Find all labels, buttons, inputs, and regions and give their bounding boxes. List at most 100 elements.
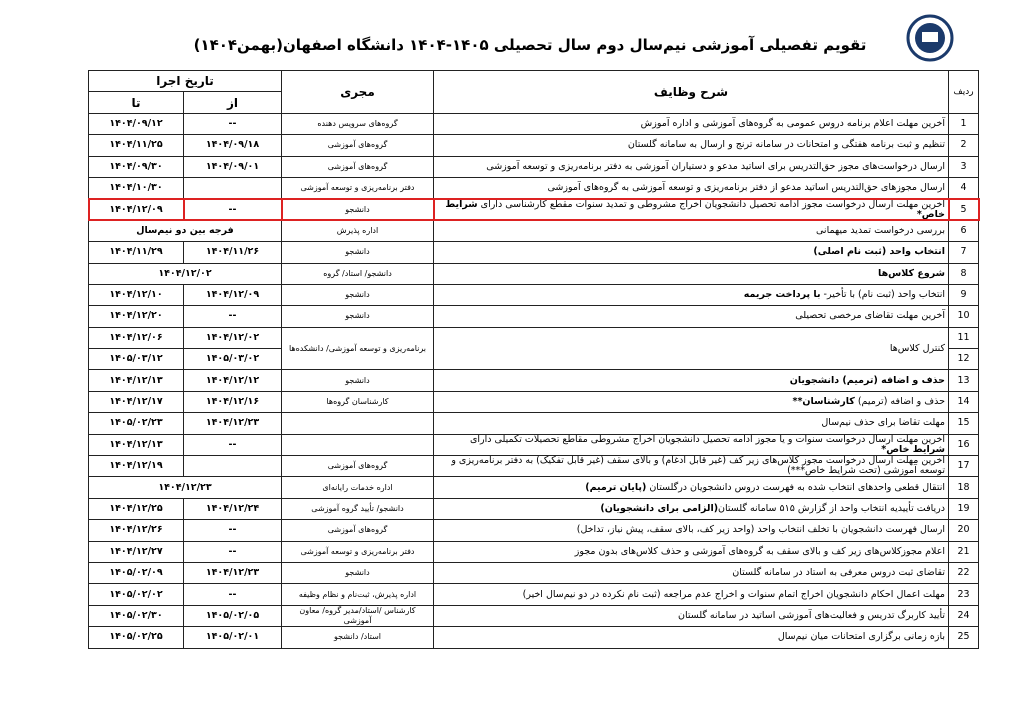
row-number: 16 — [948, 433, 979, 457]
row-number: 3 — [948, 155, 979, 178]
executor: دفتر برنامه‌ریزی و توسعه آموزشی — [281, 540, 434, 563]
description-text: ارسال مجوزهای حق‌التدریس اساتید مدعو از … — [547, 182, 945, 194]
date-from: -- — [183, 112, 282, 136]
date-from: ۱۴۰۴/۱۲/۰۲ — [183, 326, 282, 350]
date-range: ۱۴۰۴/۱۲/۰۲ — [88, 262, 282, 285]
table-row: 11 کنترل کلاس‌ها برنامه‌ریزی و توسعه آموزش… — [88, 326, 979, 371]
table-row: 8 شروع کلاس‌ها دانشجو/ استاد/ گروه ۱۴۰۴/۱۲/… — [88, 262, 979, 285]
description-text: کنترل کلاس‌ها — [889, 342, 945, 354]
row-number: 17 — [948, 455, 979, 478]
description-text: ارسال فهرست دانشجویان با تخلف انتخاب واح… — [576, 524, 945, 536]
date-from: ۱۴۰۴/۰۹/۱۸ — [183, 134, 282, 157]
row-number: 2 — [948, 134, 979, 157]
date-from: ۱۴۰۵/۰۳/۰۲ — [183, 348, 282, 371]
title: تقویم تفصیلی آموزشی نیم‌سال دوم سال تحصی… — [193, 36, 867, 54]
date-to: ۱۴۰۴/۰۹/۳۰ — [88, 155, 184, 178]
description: ارسال درخواست‌های مجوز حق‌التدریس برای ا… — [433, 155, 949, 178]
description-text: بررسی درخواست تمدید میهمانی — [816, 224, 945, 236]
executor: دانشجو — [281, 241, 434, 264]
table-row: 3 ارسال درخواست‌های مجوز حق‌التدریس برای … — [88, 155, 979, 178]
date-to: ۱۴۰۴/۱۲/۲۵ — [88, 497, 184, 521]
description: حذف و اضافه (ترمیم) دانشجویان — [433, 369, 949, 392]
table-row: 9 انتخاب واحد (ثبت نام) با تأخیر- با پردا… — [88, 283, 979, 307]
description-text: حذف و اضافه (ترمیم) — [854, 396, 945, 408]
description: بررسی درخواست تمدید میهمانی — [433, 219, 949, 243]
table-row: 1 آخرین مهلت اعلام برنامه دروس عمومی به گ… — [88, 112, 979, 136]
description-bold: حذف و اضافه (ترمیم) دانشجویان — [789, 374, 945, 386]
row-number: 15 — [948, 412, 979, 435]
executor: برنامه‌ریزی و توسعه آموزشی/ دانشکده‌ها — [281, 326, 434, 371]
description: تأیید کاربرگ تدریس و فعالیت‌های آموزشی ا… — [433, 604, 949, 628]
logo — [906, 14, 954, 62]
description-text: آخرین مهلت ارسال درخواست مجوز کلاس‌های ز… — [451, 455, 945, 477]
description-bold: (الزامی برای دانشجویان) — [600, 503, 719, 514]
date-range: فرجه بین دو نیم‌سال — [88, 219, 282, 243]
description-text: تنظیم و ثبت برنامه هفتگی و امتحانات در س… — [627, 139, 945, 151]
date-to: ۱۴۰۴/۱۲/۱۳ — [88, 369, 184, 392]
row-number: 7 — [948, 241, 979, 264]
row-number: 23 — [948, 583, 979, 606]
description: ارسال مجوزهای حق‌التدریس اساتید مدعو از … — [433, 176, 949, 200]
date-from: ۱۴۰۵/۰۲/۰۵ — [183, 604, 282, 628]
row-number: 6 — [948, 219, 979, 243]
executor: گروه‌های آموزشی — [281, 455, 434, 478]
description: آخرین مهلت تقاضای مرخصی تحصیلی — [433, 305, 949, 328]
row-number: 25 — [948, 626, 979, 649]
date-to: ۱۴۰۴/۱۲/۲۰ — [88, 305, 184, 328]
description-bold: کارشناسان** — [792, 396, 855, 408]
row-number: 8 — [948, 262, 979, 285]
executor: گروه‌های سرویس دهنده — [281, 112, 434, 136]
description-bold: (پایان ترمیم) — [585, 481, 647, 493]
table-row: 10 آخرین مهلت تقاضای مرخصی تحصیلی دانشجو --… — [88, 305, 979, 328]
table-row: 5 آخرین مهلت ارسال درخواست مجوز ادامه تحص… — [87, 197, 980, 222]
date-to: ۱۴۰۵/۰۲/۳۰ — [88, 604, 184, 628]
date-to: ۱۴۰۴/۱۲/۰۹ — [87, 197, 185, 222]
executor: گروه‌های آموزشی — [281, 134, 434, 157]
executor: کارشناس /استاد/مدیر گروه/ معاون آموزشی — [281, 604, 434, 628]
description: آخرین مهلت ارسال درخواست سنوات و یا مجوز… — [433, 433, 949, 457]
date-from: ۱۴۰۵/۰۲/۰۱ — [183, 626, 282, 649]
date-to: ۱۴۰۵/۰۳/۱۲ — [88, 348, 184, 371]
date-from: ۱۴۰۴/۱۲/۱۲ — [183, 369, 282, 392]
description: تنظیم و ثبت برنامه هفتگی و امتحانات در س… — [433, 134, 949, 157]
row-number: 1 — [948, 112, 979, 136]
date-from: ۱۴۰۴/۰۹/۰۱ — [183, 155, 282, 178]
table-body: 1 آخرین مهلت اعلام برنامه دروس عمومی به گ… — [87, 112, 980, 649]
description-text: انتخاب واحد (ثبت نام) با تأخیر- — [820, 289, 945, 301]
date-to: ۱۴۰۴/۱۱/۲۹ — [88, 241, 184, 264]
description: آخرین مهلت ارسال درخواست مجوز کلاس‌های ز… — [433, 455, 949, 478]
table-row: 21 اعلام مجوزکلاس‌های زیر کف و بالای سقف … — [88, 540, 979, 563]
row-number: 12 — [948, 348, 979, 371]
date-to: ۱۴۰۴/۱۲/۱۳ — [88, 433, 184, 457]
table-row: 20 ارسال فهرست دانشجویان با تخلف انتخاب و… — [88, 519, 979, 542]
table-row: 15 مهلت تقاضا برای حذف نیم‌سال ۱۴۰۴/۱۲/۲۳ ۱… — [88, 412, 979, 435]
row-number: 19 — [948, 497, 979, 521]
description-text: دریافت تأییدیه انتخاب واحد از گزارش ۵۱۵ … — [718, 503, 945, 514]
date-to: ۱۴۰۵/۰۲/۰۹ — [88, 561, 184, 585]
description-bold: با پرداخت جریمه — [743, 289, 821, 301]
header-cell: از — [183, 91, 282, 114]
row-number: 21 — [948, 540, 979, 563]
executor: اداره پذیرش — [281, 219, 434, 243]
date-to: ۱۴۰۵/۰۲/۲۵ — [88, 626, 184, 649]
table-row: 23 مهلت اعمال احکام دانشجویان اخراج اتمام… — [88, 583, 979, 606]
header-cell: تاریخ اجرا — [88, 69, 282, 93]
description: ارسال فهرست دانشجویان با تخلف انتخاب واح… — [433, 519, 949, 542]
header-cell: ردیف — [948, 70, 979, 114]
date-from: ۱۴۰۴/۱۲/۲۳ — [183, 412, 282, 435]
description: شروع کلاس‌ها — [433, 262, 949, 285]
description-bold: شرایط خاص* — [445, 198, 945, 220]
row-number: 11 — [948, 326, 979, 350]
date-to: ۱۴۰۴/۱۲/۱۹ — [88, 455, 184, 478]
description: آخرین مهلت اعلام برنامه دروس عمومی به گر… — [433, 112, 949, 136]
table-row: 6 بررسی درخواست تمدید میهمانی اداره پذیرش ف… — [88, 219, 979, 243]
table-row: 16 آخرین مهلت ارسال درخواست سنوات و یا مج… — [88, 433, 979, 457]
table-row: 18 انتقال قطعی واحدهای انتخاب شده به فهرس… — [88, 476, 979, 499]
row-number: 5 — [947, 197, 980, 222]
date-to: ۱۴۰۴/۱۰/۳۰ — [88, 176, 184, 200]
description-text: آخرین مهلت اعلام برنامه دروس عمومی به گر… — [640, 117, 945, 129]
date-to: ۱۴۰۴/۱۲/۰۶ — [88, 326, 184, 350]
date-from: ۱۴۰۴/۱۲/۰۹ — [183, 283, 282, 307]
description: مهلت تقاضا برای حذف نیم‌سال — [433, 412, 949, 435]
